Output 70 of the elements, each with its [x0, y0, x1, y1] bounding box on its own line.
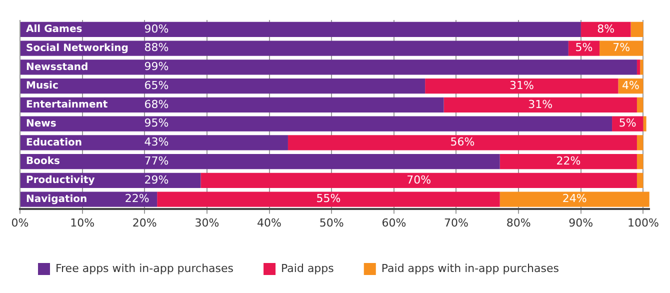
bar — [20, 22, 581, 37]
data-label: 5% — [618, 116, 636, 130]
legend-label: Free apps with in-app purchases — [56, 262, 234, 275]
x-tick-label: 80% — [506, 216, 531, 230]
y-tick-label: All Games — [26, 24, 82, 36]
bar — [20, 78, 426, 94]
data-label: 55% — [316, 192, 341, 206]
y-tick-label: Newsstand — [26, 62, 88, 73]
bar — [200, 172, 637, 188]
x-tick-label: 90% — [568, 216, 594, 230]
x-tick-label: 40% — [257, 216, 282, 230]
y-tick-label: Books — [26, 156, 60, 168]
data-label: 7% — [612, 41, 630, 54]
x-tick-label: 10% — [70, 216, 95, 230]
bar — [640, 60, 644, 75]
data-label: 77% — [144, 154, 169, 168]
x-tick-label: 30% — [194, 216, 220, 230]
bar — [20, 97, 444, 113]
data-label: 88% — [144, 41, 169, 54]
data-label: 65% — [144, 78, 169, 92]
y-tick-label: News — [26, 118, 56, 130]
bar — [20, 154, 500, 170]
x-tick-label: 20% — [132, 216, 157, 230]
bar — [636, 154, 644, 170]
legend-label: Paid apps with in-app purchases — [381, 262, 560, 275]
bar — [630, 22, 644, 37]
data-label: 8% — [597, 22, 615, 36]
x-tick-label: 50% — [319, 216, 344, 230]
bar — [20, 116, 612, 132]
legend-label: Paid apps — [281, 262, 334, 275]
bar — [636, 60, 640, 75]
bar — [643, 116, 646, 132]
bar — [425, 78, 618, 94]
data-label: 68% — [144, 98, 169, 111]
data-label: 22% — [556, 154, 581, 168]
bar — [500, 154, 637, 170]
data-label: 31% — [509, 78, 534, 92]
bar — [20, 135, 288, 150]
data-label: 90% — [144, 22, 169, 36]
y-tick-label: Entertainment — [26, 100, 108, 111]
y-tick-label: Music — [26, 80, 58, 92]
bar — [636, 172, 644, 188]
bar — [157, 192, 500, 207]
data-label: 22% — [124, 192, 150, 206]
data-label: 5% — [575, 41, 593, 54]
y-tick-label: Social Networking — [26, 42, 128, 54]
y-tick-label: Productivity — [26, 175, 96, 186]
x-tick-label: 0% — [11, 216, 29, 230]
data-label: 99% — [144, 60, 169, 74]
data-label: 29% — [144, 173, 169, 186]
data-label: 70% — [406, 173, 432, 186]
data-label: 31% — [528, 98, 553, 111]
data-label: 4% — [622, 78, 640, 92]
data-label: 95% — [144, 116, 169, 130]
data-label: 24% — [562, 192, 587, 206]
bar — [636, 97, 644, 113]
y-tick-label: Navigation — [26, 194, 88, 205]
bar — [500, 192, 650, 207]
x-tick-label: 70% — [444, 216, 468, 230]
bar — [636, 135, 644, 150]
bar — [20, 60, 637, 75]
bar — [600, 40, 644, 56]
x-tick-label: 100% — [627, 216, 659, 230]
data-label: 43% — [144, 136, 169, 149]
bar — [444, 97, 637, 113]
data-label: 56% — [450, 136, 475, 149]
bar — [20, 40, 568, 56]
x-tick-label: 60% — [382, 216, 406, 230]
bar — [288, 135, 637, 150]
y-tick-label: Education — [26, 137, 82, 148]
